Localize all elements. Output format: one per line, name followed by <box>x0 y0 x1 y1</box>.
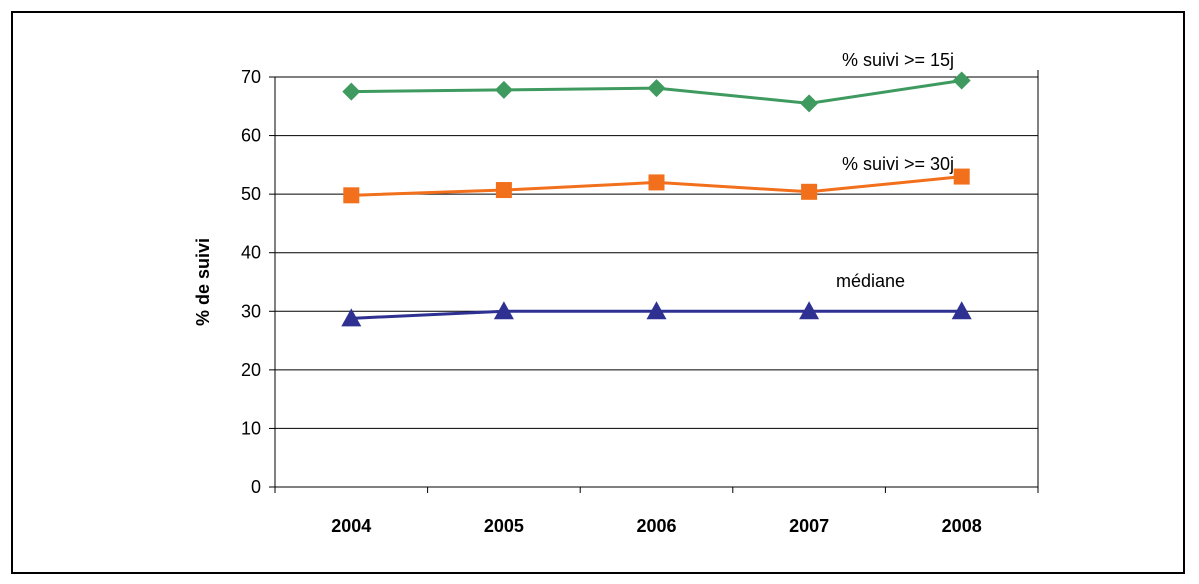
point-2-4 <box>951 301 972 320</box>
y-tick-labels: 0 10 20 30 40 50 60 70 <box>241 67 275 497</box>
y-tick-label-50: 50 <box>241 184 261 204</box>
point-2-2 <box>646 301 667 320</box>
series-0 <box>342 71 971 113</box>
y-tick-label-70: 70 <box>241 67 261 87</box>
series-1 <box>343 168 970 204</box>
y-tick-label-60: 60 <box>241 126 261 146</box>
gridlines <box>275 76 1038 429</box>
y-tick-label-20: 20 <box>241 360 261 380</box>
point-0-4 <box>952 71 971 90</box>
x-tick-label-2004: 2004 <box>331 516 371 536</box>
point-2-3 <box>799 301 820 320</box>
y-axis-label: % de suivi <box>193 238 213 326</box>
point-1-2 <box>648 174 665 191</box>
series-lines <box>341 71 972 327</box>
x-tick-labels: 2004 2005 2006 2007 2008 <box>274 487 1039 536</box>
x-tick-label-2005: 2005 <box>484 516 524 536</box>
x-tick-label-2008: 2008 <box>942 516 982 536</box>
axes <box>274 70 1039 488</box>
series-2 <box>341 301 972 327</box>
point-0-2 <box>647 79 666 98</box>
point-0-0 <box>342 82 361 101</box>
point-1-3 <box>801 183 818 200</box>
point-1-4 <box>953 168 970 185</box>
series-annotation-1: % suivi >= 30j <box>842 154 954 174</box>
point-0-1 <box>494 80 513 99</box>
point-1-1 <box>495 182 512 199</box>
chart-frame <box>11 11 1185 574</box>
point-2-0 <box>341 308 362 327</box>
x-tick-label-2007: 2007 <box>789 516 829 536</box>
point-0-3 <box>800 94 819 113</box>
y-tick-label-40: 40 <box>241 243 261 263</box>
y-tick-label-0: 0 <box>251 477 261 497</box>
point-1-0 <box>343 187 360 204</box>
y-tick-label-30: 30 <box>241 301 261 321</box>
series-annotation-2: médiane <box>836 271 905 291</box>
y-tick-label-10: 10 <box>241 418 261 438</box>
point-2-1 <box>493 301 514 320</box>
series-annotation-0: % suivi >= 15j <box>842 50 954 70</box>
x-tick-label-2006: 2006 <box>636 516 676 536</box>
series-annotations: % suivi >= 15j % suivi >= 30j médiane <box>836 50 954 291</box>
